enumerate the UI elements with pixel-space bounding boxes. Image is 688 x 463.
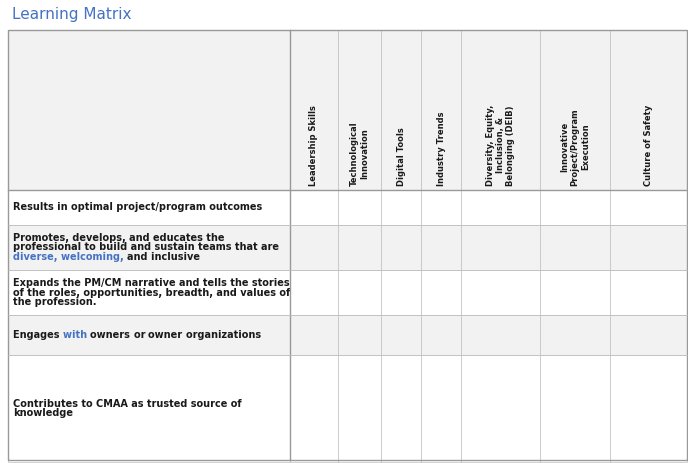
Text: Leadership Skills: Leadership Skills — [310, 105, 319, 186]
Bar — [461, 355, 540, 462]
Text: Industry Trends: Industry Trends — [436, 112, 446, 186]
Bar — [540, 225, 610, 270]
Bar — [421, 270, 461, 315]
Text: welcoming,: welcoming, — [61, 252, 127, 262]
Text: Promotes, develops, and educates the: Promotes, develops, and educates the — [13, 233, 224, 243]
Text: Contributes to CMAA as trusted source of: Contributes to CMAA as trusted source of — [13, 399, 241, 409]
Bar — [338, 315, 381, 355]
Bar — [338, 225, 381, 270]
Bar — [338, 30, 381, 190]
Bar — [461, 30, 540, 190]
Bar — [8, 225, 290, 270]
Text: Culture of Safety: Culture of Safety — [644, 105, 653, 186]
Bar — [290, 30, 338, 190]
Bar — [290, 225, 338, 270]
Text: the profession.: the profession. — [13, 297, 96, 307]
Bar — [461, 315, 540, 355]
Bar — [540, 355, 610, 462]
Bar — [610, 355, 687, 462]
Bar — [610, 315, 687, 355]
Bar — [338, 270, 381, 315]
Bar — [8, 270, 290, 315]
Text: Engages: Engages — [13, 330, 63, 340]
Text: with: with — [63, 330, 90, 340]
Bar — [421, 190, 461, 225]
Bar — [540, 315, 610, 355]
Bar — [421, 315, 461, 355]
Text: knowledge: knowledge — [13, 408, 73, 418]
Bar — [610, 225, 687, 270]
Text: owners: owners — [90, 330, 133, 340]
Bar — [290, 315, 338, 355]
Bar — [338, 190, 381, 225]
Bar — [540, 270, 610, 315]
Text: and: and — [127, 252, 151, 262]
Bar — [381, 270, 421, 315]
Bar — [610, 30, 687, 190]
Text: Expands the PM/CM narrative and tells the stories: Expands the PM/CM narrative and tells th… — [13, 278, 290, 288]
Bar — [8, 30, 687, 190]
Text: Results in optimal project/program outcomes: Results in optimal project/program outco… — [13, 202, 262, 213]
Bar — [290, 270, 338, 315]
Bar — [381, 190, 421, 225]
Bar — [461, 270, 540, 315]
Text: diverse,: diverse, — [13, 252, 61, 262]
Text: or: or — [133, 330, 149, 340]
Bar — [421, 225, 461, 270]
Text: Innovative
Project/Program
Execution: Innovative Project/Program Execution — [560, 108, 590, 186]
Bar — [381, 315, 421, 355]
Text: Digital Tools: Digital Tools — [396, 127, 405, 186]
Bar — [338, 355, 381, 462]
Bar — [421, 30, 461, 190]
Text: professional to build and sustain teams that are: professional to build and sustain teams … — [13, 243, 279, 252]
Bar — [461, 190, 540, 225]
Text: organizations: organizations — [186, 330, 264, 340]
Bar — [540, 30, 610, 190]
Bar — [610, 270, 687, 315]
Bar — [381, 225, 421, 270]
Bar — [290, 190, 338, 225]
Text: inclusive: inclusive — [151, 252, 203, 262]
Text: owner: owner — [149, 330, 186, 340]
Bar — [381, 355, 421, 462]
Bar — [540, 190, 610, 225]
Bar — [8, 190, 290, 225]
Bar — [381, 30, 421, 190]
Text: Learning Matrix: Learning Matrix — [12, 6, 131, 21]
Bar — [461, 225, 540, 270]
Bar — [610, 190, 687, 225]
Bar — [8, 355, 290, 462]
Bar — [421, 355, 461, 462]
Text: of the roles, opportunities, breadth, and values of: of the roles, opportunities, breadth, an… — [13, 288, 290, 298]
Bar — [8, 315, 290, 355]
Bar — [290, 355, 338, 462]
Text: Diversity, Equity,
Inclusion, &
Belonging (DEIB): Diversity, Equity, Inclusion, & Belongin… — [486, 105, 515, 186]
Bar — [8, 30, 290, 190]
Text: Technological
Innovation: Technological Innovation — [350, 121, 369, 186]
